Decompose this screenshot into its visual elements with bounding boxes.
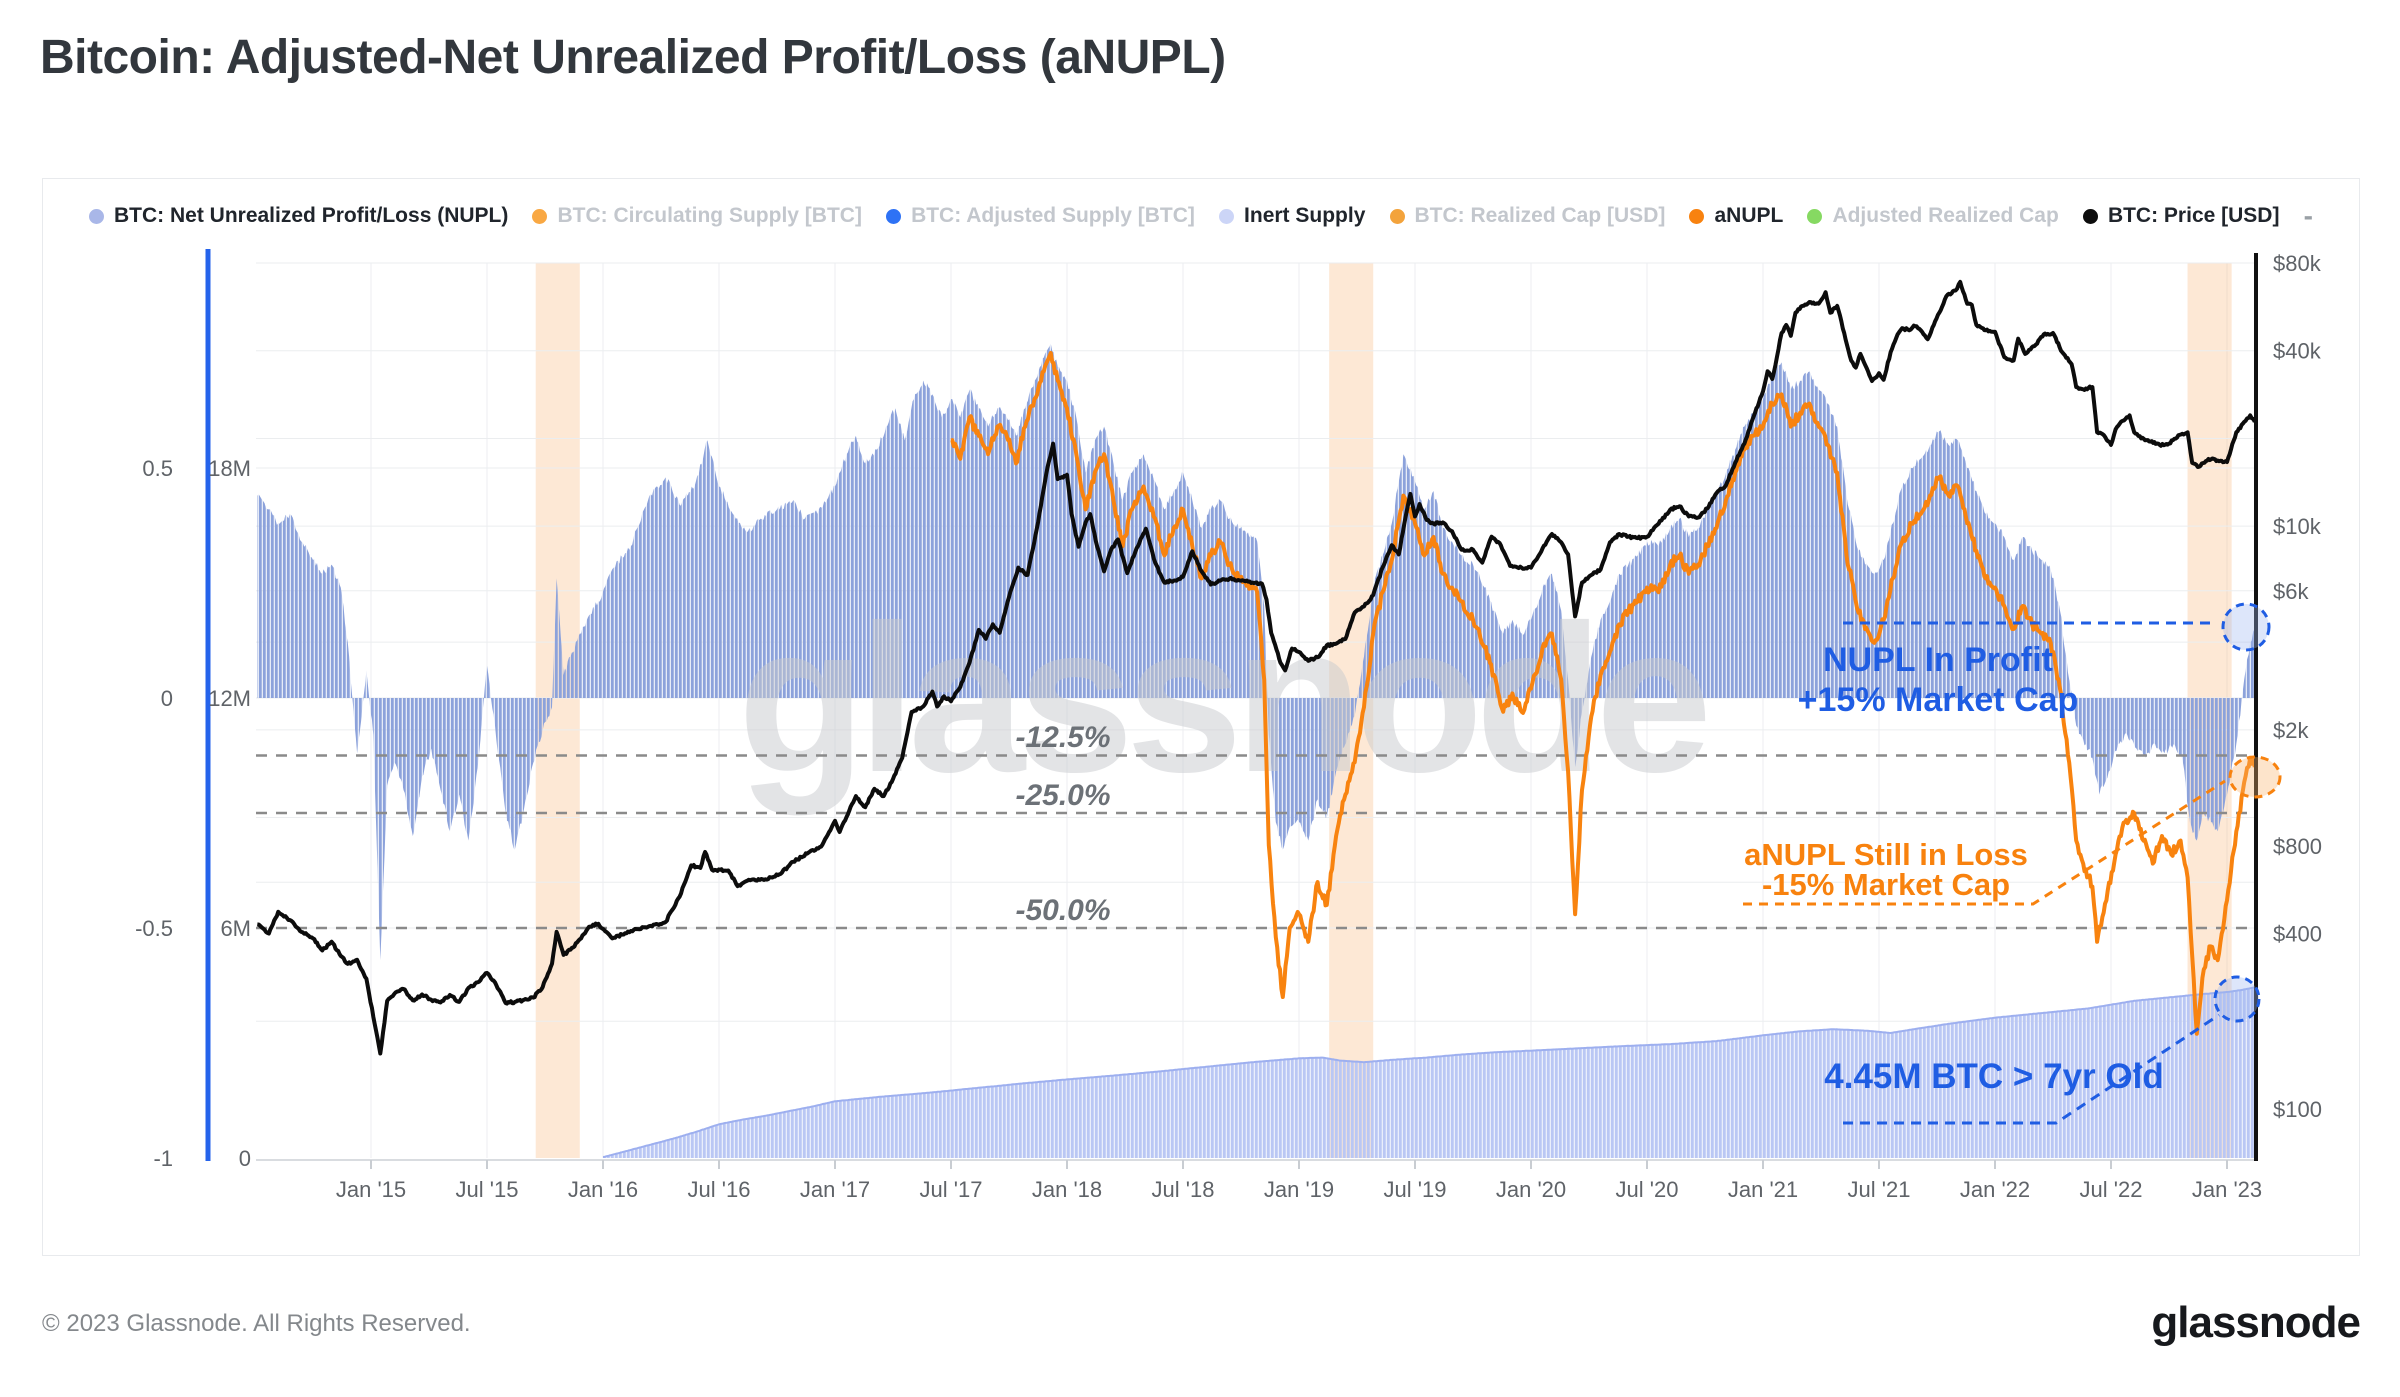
price-tick-label: $2k <box>2273 718 2309 743</box>
x-tick-label: Jan '15 <box>336 1177 406 1202</box>
supply-tick-label: 0 <box>239 1146 251 1171</box>
x-tick-label: Jul '15 <box>456 1177 519 1202</box>
legend-dot-icon <box>1689 208 1705 224</box>
legend-dot-icon <box>1807 208 1823 224</box>
chart-legend: BTC: Net Unrealized Profit/Loss (NUPL) BT… <box>43 179 2359 253</box>
old-coins-callout-circle <box>2213 975 2261 1023</box>
legend-item-btc-realized-cap-usd[interactable]: BTC: Realized Cap [USD] <box>1389 204 1666 228</box>
old-coins-callout-line <box>1843 1013 2220 1125</box>
nupl-profit-annotation: +15% Market Cap <box>1798 681 2079 719</box>
anupl-loss-callout-circle <box>2228 755 2282 799</box>
price-tick-label: $400 <box>2273 922 2322 947</box>
inert-supply-edge <box>602 986 2255 1158</box>
anupl-loss-annotation: -15% Market Cap <box>1762 867 2010 902</box>
x-tick-label: Jan '18 <box>1032 1177 1102 1202</box>
chart-card: BTC: Net Unrealized Profit/Loss (NUPL) BT… <box>42 178 2360 1256</box>
x-tick-label: Jan '20 <box>1496 1177 1566 1202</box>
loss-threshold-label: -50.0% <box>1015 894 1110 927</box>
x-tick-label: Jul '22 <box>2080 1177 2143 1202</box>
legend-dot-icon <box>2082 208 2098 224</box>
loss-threshold-label: -12.5% <box>1015 721 1110 754</box>
legend-item-label: Inert Supply <box>1244 204 1366 227</box>
nupl-tick-label: 0 <box>161 686 173 711</box>
legend-item-anupl[interactable]: aNUPL <box>1689 204 1783 228</box>
nupl-profit-annotation: NUPL In Profit <box>1823 641 2053 679</box>
anupl-loss-annotation: aNUPL Still in Loss <box>1744 837 2028 872</box>
legend-item-label: BTC: Adjusted Supply [BTC] <box>911 204 1195 227</box>
legend-collapse-control[interactable]: - <box>2303 200 2313 231</box>
anupl-loss-callout-line <box>1743 779 2226 906</box>
nupl-tick-label: 0.5 <box>142 456 173 481</box>
nupl-tick-label: -1 <box>153 1146 173 1171</box>
nupl-tick-label: -0.5 <box>135 916 173 941</box>
legend-item-label: BTC: Realized Cap [USD] <box>1414 204 1666 227</box>
price-tick-label: $100 <box>2273 1097 2322 1122</box>
price-tick-label: $40k <box>2273 339 2322 364</box>
supply-tick-label: 6M <box>220 916 251 941</box>
legend-item-adjusted-realized-cap[interactable]: Adjusted Realized Cap <box>1807 204 2059 228</box>
supply-tick-label: 12M <box>208 686 251 711</box>
price-line <box>256 279 2257 1056</box>
chart-plot-area: glassnode -12.5% -25.0% -50.0% Jan '15 Ju… <box>135 249 2322 1202</box>
x-tick-label: Jan '19 <box>1264 1177 1334 1202</box>
legend-item-btc-circulating-supply-btc[interactable]: BTC: Circulating Supply [BTC] <box>532 204 862 228</box>
legend-item-btc-adjusted-supply-btc[interactable]: BTC: Adjusted Supply [BTC] <box>886 204 1195 228</box>
x-tick-label: Jan '17 <box>800 1177 870 1202</box>
legend-dot-icon <box>886 208 902 224</box>
axes: Jan '15 Jul '15 Jan '16 Jul '16 Jan '17 Jul '… <box>135 249 2322 1202</box>
legend-item-label: aNUPL <box>1714 204 1784 227</box>
loss-threshold-lines <box>256 754 2256 930</box>
x-tick-label: Jul '18 <box>1152 1177 1215 1202</box>
glassnode-logo: glassnode <box>2151 1298 2361 1347</box>
legend-item-inert-supply[interactable]: Inert Supply <box>1219 204 1365 228</box>
x-tick-label: Jan '22 <box>1960 1177 2030 1202</box>
price-polyline <box>256 279 2257 1056</box>
x-tick-label: Jul '21 <box>1848 1177 1911 1202</box>
price-tick-label: $6k <box>2273 579 2309 604</box>
footer-copyright: © 2023 Glassnode. All Rights Reserved. <box>42 1310 471 1337</box>
x-tick-label: Jan '21 <box>1728 1177 1798 1202</box>
x-tick-label: Jan '16 <box>568 1177 638 1202</box>
legend-item-btc-price-usd[interactable]: BTC: Price [USD] <box>2082 204 2280 228</box>
nupl-histogram <box>257 343 2255 961</box>
x-tick-label: Jul '20 <box>1616 1177 1679 1202</box>
nupl-fill <box>257 343 2255 961</box>
legend-item-label: Adjusted Realized Cap <box>1832 204 2059 227</box>
page-title: Bitcoin: Adjusted-Net Unrealized Profit/… <box>40 31 1226 84</box>
watermark: glassnode <box>738 581 1706 816</box>
price-tick-label: $80k <box>2273 251 2322 276</box>
inert-supply-area <box>602 986 2255 1158</box>
price-tick-label: $10k <box>2273 514 2322 539</box>
legend-dot-icon <box>89 208 104 224</box>
x-tick-label: Jan '23 <box>2192 1177 2262 1202</box>
x-tick-label: Jul '16 <box>688 1177 751 1202</box>
legend-dot-icon <box>1389 208 1405 224</box>
loss-threshold-label: -25.0% <box>1015 779 1110 812</box>
supply-tick-label: 18M <box>208 456 251 481</box>
legend-item-btc-net-unrealized-profit-loss-nupl[interactable]: BTC: Net Unrealized Profit/Loss (NUPL) <box>89 204 508 228</box>
legend-dot-icon <box>1219 208 1235 224</box>
legend-dot-icon <box>532 208 548 224</box>
price-tick-label: $800 <box>2273 834 2322 859</box>
x-tick-label: Jul '17 <box>920 1177 983 1202</box>
nupl-profit-callout-circle <box>2221 602 2271 652</box>
legend-item-label: BTC: Price [USD] <box>2107 204 2280 227</box>
x-tick-label: Jul '19 <box>1384 1177 1447 1202</box>
legend-item-label: BTC: Net Unrealized Profit/Loss (NUPL) <box>114 204 509 227</box>
legend-item-label: BTC: Circulating Supply [BTC] <box>557 204 862 227</box>
old-coins-annotation: 4.45M BTC > 7yr Old <box>1824 1057 2163 1096</box>
